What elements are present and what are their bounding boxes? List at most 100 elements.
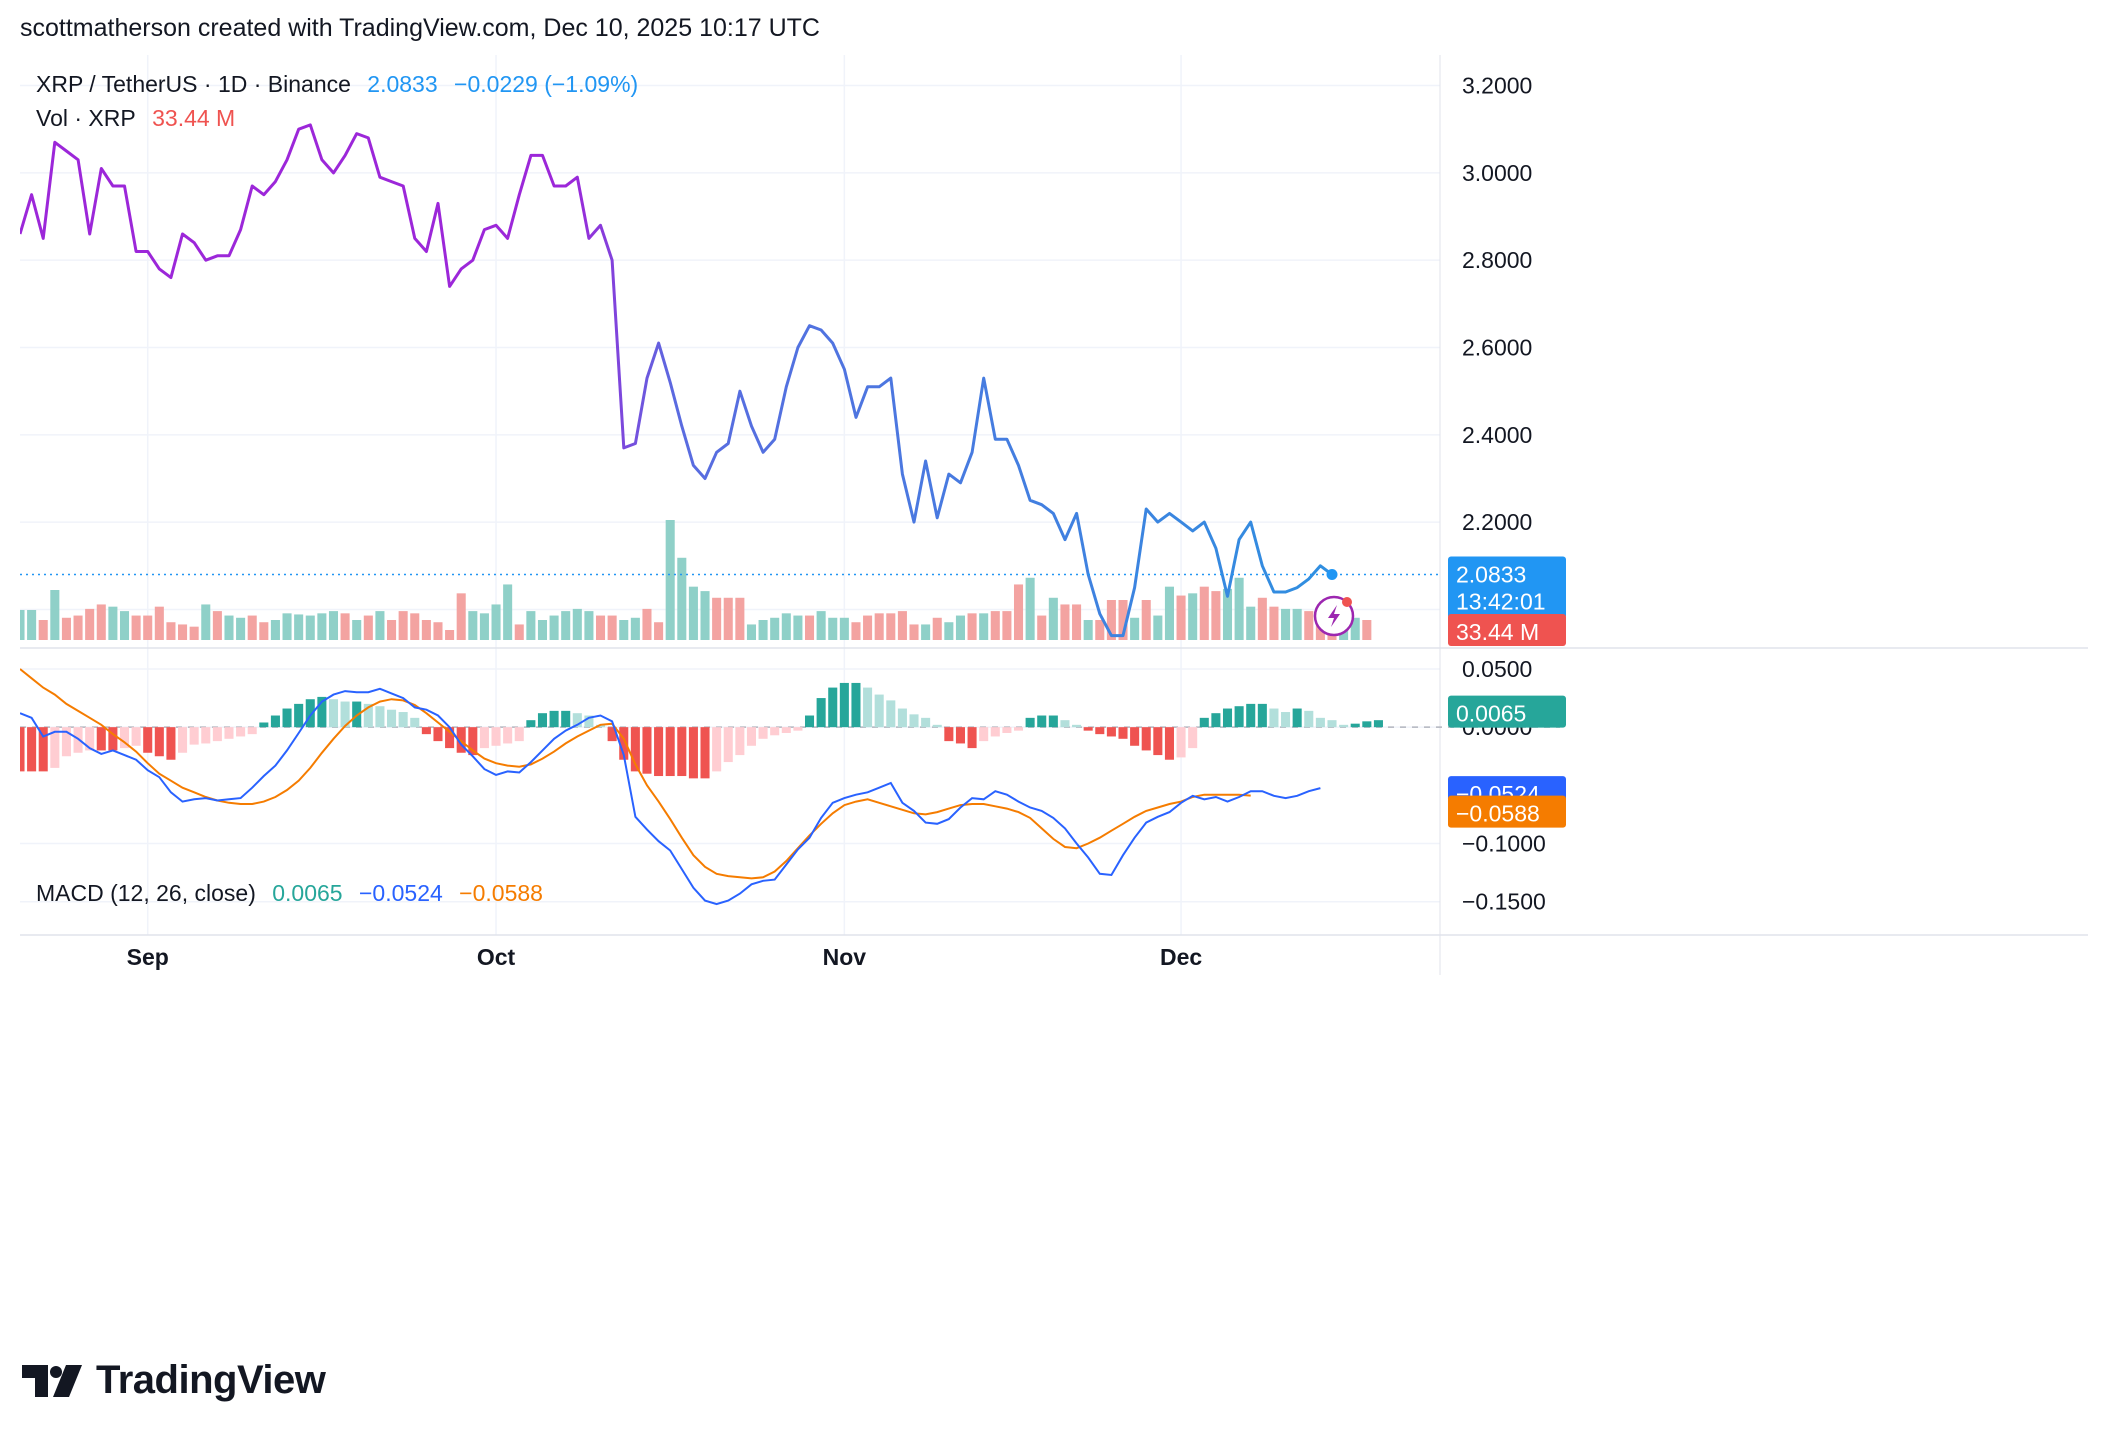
volume-bar bbox=[259, 622, 269, 640]
macd-histogram-bar bbox=[491, 727, 501, 746]
macd-histogram-bar bbox=[96, 727, 106, 751]
volume-bar bbox=[201, 604, 211, 640]
volume-bar bbox=[1013, 584, 1024, 640]
macd-histogram-bar bbox=[874, 694, 884, 728]
last-price-badge-text: 2.0833 bbox=[1456, 562, 1526, 588]
volume-bar bbox=[1083, 620, 1093, 640]
macd-histogram-bar bbox=[526, 720, 536, 728]
chart-svg[interactable]: 3.20003.00002.80002.60002.40002.20002.00… bbox=[20, 55, 2088, 1320]
tradingview-logo[interactable]: TradingView bbox=[22, 1358, 326, 1403]
volume-bar bbox=[352, 620, 362, 640]
macd-signal-value: −0.0588 bbox=[459, 880, 543, 906]
volume-bar bbox=[1176, 595, 1186, 640]
macd-histogram-bar bbox=[38, 727, 48, 772]
volume-bar bbox=[828, 617, 838, 640]
volume-bar bbox=[816, 611, 826, 640]
volume-bar bbox=[166, 622, 176, 640]
last-price-value: 2.0833 bbox=[367, 71, 438, 97]
volume-bar bbox=[688, 586, 698, 640]
macd-histogram-bar bbox=[201, 727, 211, 744]
macd-histogram-bar bbox=[340, 701, 350, 728]
macd-histogram-bar bbox=[828, 687, 838, 728]
volume-bar bbox=[1211, 591, 1221, 640]
volume-bar bbox=[468, 611, 478, 640]
volume-bar bbox=[224, 615, 234, 640]
volume-bar bbox=[967, 613, 977, 640]
volume-bar bbox=[619, 620, 629, 640]
volume-bar bbox=[1281, 608, 1291, 640]
volume-bar bbox=[108, 606, 118, 640]
macd-tick-label: −0.1000 bbox=[1462, 831, 1546, 857]
macd-line bbox=[20, 687, 1321, 906]
main-legend[interactable]: XRP / TetherUS · 1D · Binance 2.0833 −0.… bbox=[36, 71, 648, 98]
volume-bar bbox=[27, 610, 37, 640]
macd-histogram-bar bbox=[503, 727, 513, 744]
macd-histogram-bar bbox=[654, 727, 664, 777]
volume-bar bbox=[445, 630, 455, 640]
macd-signal-badge bbox=[1448, 795, 1566, 828]
macd-tick-label: −0.1500 bbox=[1462, 889, 1546, 915]
price-series bbox=[20, 123, 1440, 638]
symbol-label[interactable]: XRP / TetherUS · 1D · Binance bbox=[36, 71, 351, 97]
volume-bar bbox=[1118, 600, 1128, 640]
volume-bar bbox=[340, 613, 350, 640]
volume-bar bbox=[897, 611, 907, 640]
price-tick-label: 3.0000 bbox=[1462, 160, 1532, 186]
macd-histogram-bar bbox=[688, 727, 698, 779]
volume-bar bbox=[537, 620, 548, 640]
macd-histogram-bar bbox=[909, 714, 919, 728]
macd-histogram-bar bbox=[1176, 727, 1186, 758]
macd-histogram-bar bbox=[1292, 708, 1302, 728]
macd-legend[interactable]: MACD (12, 26, close) 0.0065 −0.0524 −0.0… bbox=[36, 880, 553, 907]
chart-area[interactable]: 3.20003.00002.80002.60002.40002.20002.00… bbox=[20, 55, 2088, 1320]
volume-bar bbox=[514, 624, 524, 640]
macd-histogram-bar bbox=[1339, 724, 1349, 728]
time-axis: Sep Oct Nov Dec bbox=[20, 934, 2088, 970]
volume-bar bbox=[642, 608, 652, 640]
macd-histogram-bar bbox=[421, 727, 431, 735]
volume-bar bbox=[317, 613, 327, 640]
macd-histogram-bar bbox=[1188, 727, 1198, 749]
volume-bar bbox=[410, 613, 420, 640]
macd-histogram-bar bbox=[1257, 703, 1267, 728]
macd-histogram-bar bbox=[270, 715, 280, 728]
volume-bar bbox=[654, 622, 664, 640]
macd-histogram-bar bbox=[804, 715, 815, 728]
macd-histogram-bar bbox=[119, 727, 130, 749]
volume-bar bbox=[723, 597, 733, 640]
macd-histogram-bar bbox=[1060, 720, 1070, 728]
volume-bar bbox=[839, 617, 849, 640]
volume-bar bbox=[770, 617, 780, 640]
volume-legend[interactable]: Vol · XRP 33.44 M bbox=[36, 105, 245, 132]
macd-histogram-bar bbox=[665, 727, 675, 777]
macd-histogram-bar bbox=[1083, 727, 1093, 731]
volume-bar bbox=[61, 617, 71, 640]
macd-histogram-bar bbox=[712, 727, 722, 772]
price-tick-label: 2.8000 bbox=[1462, 247, 1532, 273]
last-price-dot bbox=[1326, 569, 1338, 581]
volume-bar bbox=[665, 520, 675, 640]
macd-histogram-bar bbox=[50, 727, 60, 768]
volume-bar bbox=[131, 615, 141, 640]
volume-bar bbox=[886, 613, 896, 640]
macd-histogram-bar bbox=[1362, 721, 1372, 728]
volume-bar bbox=[1246, 606, 1256, 640]
macd-histogram-bar bbox=[1037, 715, 1047, 728]
macd-histogram-bar bbox=[1118, 727, 1128, 739]
macd-histogram-bar bbox=[897, 708, 907, 728]
macd-histogram-bar bbox=[607, 727, 617, 742]
macd-histogram-bar bbox=[433, 727, 443, 742]
macd-histogram-bar bbox=[1130, 727, 1140, 746]
volume-bar bbox=[491, 604, 501, 640]
macd-histogram-bar bbox=[1234, 706, 1244, 728]
macd-histogram-bar bbox=[793, 727, 803, 731]
volume-bar bbox=[1222, 588, 1233, 640]
volume-bar bbox=[596, 615, 606, 640]
volume-bar bbox=[584, 611, 594, 640]
macd-hist-badge bbox=[1448, 695, 1566, 728]
volume-bar bbox=[1304, 611, 1314, 640]
volume-bar bbox=[1106, 600, 1116, 640]
macd-histogram-bar bbox=[236, 727, 246, 737]
volume-bar bbox=[712, 597, 722, 640]
macd-histogram-bar bbox=[770, 727, 780, 736]
